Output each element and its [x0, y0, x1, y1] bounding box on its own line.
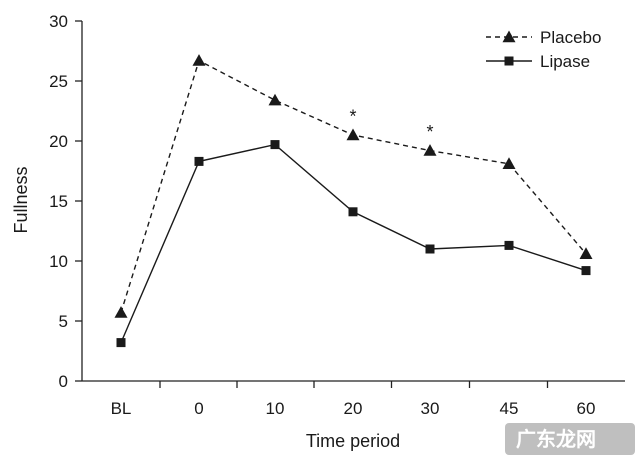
x-tick-label: 30: [421, 399, 440, 418]
y-tick-label: 5: [59, 312, 68, 331]
y-axis-title: Fullness: [11, 166, 31, 233]
lipase-point: [348, 207, 358, 217]
placebo-point: [192, 54, 206, 66]
placebo-point: [423, 144, 437, 156]
lipase-point: [194, 156, 204, 166]
y-ticks: 0 5 10 15 20 25 30: [49, 12, 82, 391]
y-tick-label: 25: [49, 72, 68, 91]
y-tick-label: 0: [59, 372, 68, 391]
x-tick-label: 60: [577, 399, 596, 418]
significance-marker: *: [426, 122, 433, 142]
placebo-point: [502, 157, 516, 169]
placebo-point: [346, 128, 360, 141]
lipase-point: [116, 338, 126, 348]
legend-label: Placebo: [540, 28, 601, 47]
x-tick-label: 20: [344, 399, 363, 418]
lipase-point: [425, 244, 435, 254]
placebo-point: [579, 247, 593, 259]
legend: Placebo Lipase: [486, 28, 601, 71]
lipase-point: [504, 240, 514, 250]
y-tick-label: 20: [49, 132, 68, 151]
x-tick-label: 0: [194, 399, 203, 418]
lipase-line: [120, 143, 587, 343]
watermark: 广东龙网: [505, 423, 635, 455]
y-tick-label: 10: [49, 252, 68, 271]
x-axis-title: Time period: [306, 431, 400, 451]
y-tick-label: 30: [49, 12, 68, 31]
legend-marker: [504, 56, 514, 66]
legend-item-placebo: Placebo: [486, 28, 601, 47]
lipase-point: [270, 140, 280, 150]
legend-marker: [502, 30, 516, 43]
series-lipase: [116, 140, 591, 348]
watermark-text: 广东龙网: [516, 427, 596, 451]
legend-item-lipase: Lipase: [486, 52, 590, 71]
annotations: **: [349, 106, 433, 142]
significance-marker: *: [349, 106, 356, 126]
axes: [81, 21, 625, 382]
x-tick-label: 10: [266, 399, 285, 418]
lipase-point: [581, 266, 591, 276]
placebo-point: [268, 93, 282, 106]
x-tick-label: BL: [111, 399, 132, 418]
x-ticks: BL 0 10 20 30 45 60: [111, 381, 596, 418]
legend-label: Lipase: [540, 52, 590, 71]
series-layer: [114, 54, 593, 348]
placebo-line: [120, 59, 587, 313]
series-placebo: [114, 54, 593, 318]
x-tick-label: 45: [500, 399, 519, 418]
placebo-point: [114, 306, 128, 318]
y-tick-label: 15: [49, 192, 68, 211]
